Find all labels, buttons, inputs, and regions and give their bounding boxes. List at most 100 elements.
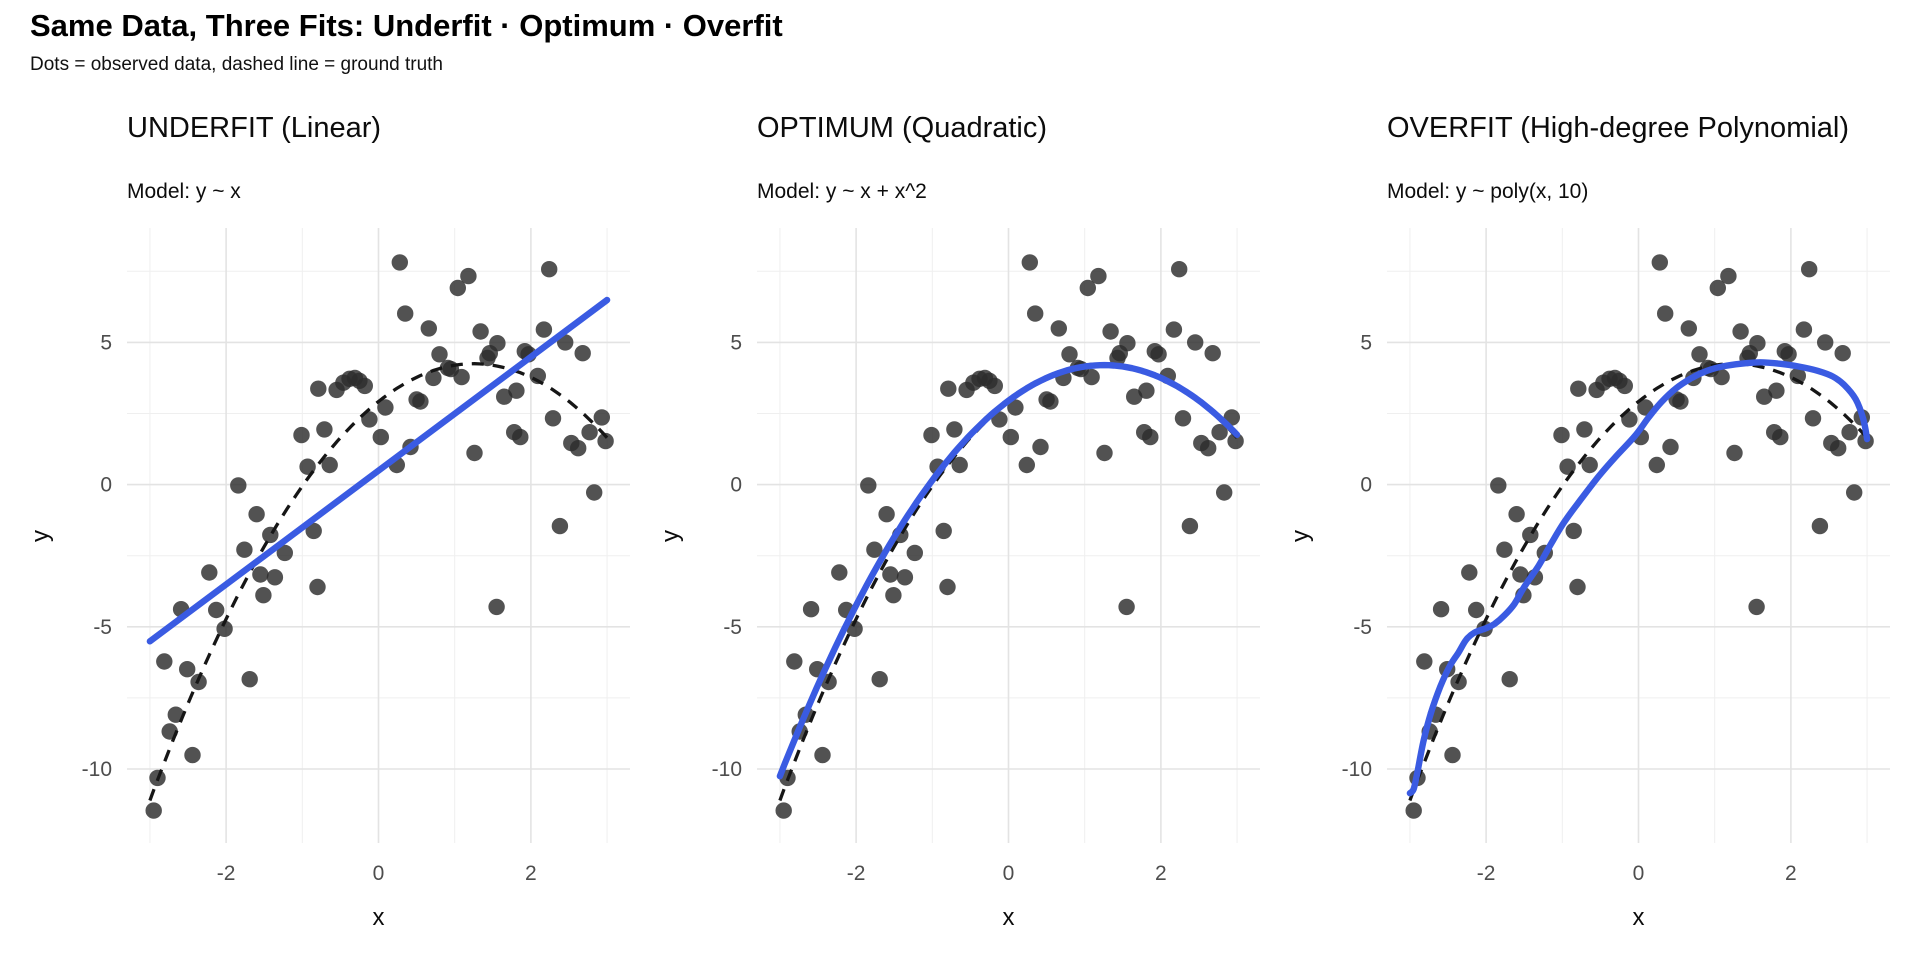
scatter-point — [1720, 267, 1737, 285]
scatter-point — [535, 321, 553, 338]
scatter-points — [1405, 254, 1874, 819]
scatter-point — [1811, 517, 1829, 535]
y-tick-label: 0 — [100, 474, 112, 497]
scatter-point — [216, 620, 233, 637]
scatter-point — [581, 424, 598, 441]
y-tick-label: 5 — [730, 331, 742, 354]
scatter-point — [878, 506, 895, 523]
scatter-point — [593, 409, 610, 426]
scatter-point — [449, 279, 466, 297]
scatter-point — [466, 444, 483, 462]
scatter-point — [1007, 399, 1024, 416]
scatter-point — [1657, 305, 1674, 322]
scatter-point — [1174, 410, 1192, 427]
scatter-point — [321, 456, 338, 474]
scatter-point — [167, 706, 184, 723]
figure-title: Same Data, Three Fits: Underfit · Optimu… — [30, 8, 783, 43]
y-tick-label: 0 — [730, 474, 742, 497]
y-tick-label: -5 — [723, 616, 742, 639]
scatter-point — [1748, 598, 1765, 616]
scatter-point — [1756, 388, 1773, 405]
x-tick-label: 2 — [1155, 862, 1167, 885]
scatter-point — [574, 345, 591, 362]
scatter-point — [1581, 456, 1598, 474]
scatter-point — [1042, 393, 1059, 410]
scatter-point — [1432, 601, 1450, 618]
scatter-point — [1512, 566, 1529, 583]
scatter-point — [1490, 477, 1507, 494]
panel-title: UNDERFIT (Linear) — [127, 112, 382, 144]
scatter-points — [145, 254, 614, 819]
scatter-point — [397, 305, 414, 322]
scatter-point — [425, 369, 442, 387]
scatter-point — [201, 564, 218, 581]
x-tick-label: 0 — [373, 862, 385, 885]
scatter-point — [786, 653, 803, 670]
fit-line — [1406, 359, 1871, 797]
scatter-point — [1726, 444, 1743, 462]
y-tick-label: -10 — [1342, 758, 1372, 781]
scatter-point — [831, 564, 848, 581]
grid-major — [1387, 228, 1890, 843]
x-tick-label: 0 — [1633, 862, 1645, 885]
scatter-point — [208, 601, 225, 619]
x-tick-label: -2 — [847, 862, 866, 885]
scatter-point — [1772, 428, 1789, 446]
scatter-point — [570, 440, 587, 457]
scatter-point — [1565, 522, 1582, 540]
scatter-point — [1501, 671, 1518, 688]
scatter-point — [1002, 428, 1019, 446]
scatter-point — [1109, 349, 1126, 367]
scatter-point — [1181, 517, 1199, 535]
x-axis-tick-labels: -2 0 2 — [847, 862, 1167, 885]
scatter-point — [1841, 424, 1858, 441]
scatter-point — [508, 382, 525, 399]
y-axis-tick-labels: 5 0 -5 -10 — [1342, 331, 1372, 781]
plot-optimum: 5 0 -5 -10 -2 0 2 x y — [657, 228, 1260, 931]
panel-optimum: OPTIMUM (Quadratic) Model: y ~ x + x^2 5… — [630, 0, 1260, 960]
scatter-point — [460, 267, 477, 285]
scatter-point — [420, 320, 437, 337]
scatter-point — [1227, 432, 1244, 450]
scatter-point — [923, 426, 940, 444]
y-tick-label: -5 — [1353, 616, 1372, 639]
scatter-point — [871, 671, 888, 688]
scatter-point — [1732, 323, 1749, 340]
scatter-point — [1468, 601, 1485, 619]
x-tick-label: 2 — [525, 862, 537, 885]
x-tick-label: -2 — [217, 862, 236, 885]
scatter-point — [310, 380, 327, 397]
scatter-point — [145, 802, 162, 819]
scatter-point — [184, 746, 201, 764]
scatter-point — [1405, 802, 1422, 819]
scatter-point — [316, 421, 333, 438]
panel-subtitle: Model: y ~ x — [127, 180, 241, 203]
scatter-point — [1569, 578, 1586, 596]
scatter-point — [276, 544, 293, 562]
panel-title: OVERFIT (High-degree Polynomial) — [1387, 112, 1850, 144]
scatter-point — [1444, 746, 1461, 764]
scatter-point — [1801, 261, 1818, 278]
scatter-point — [1834, 345, 1851, 362]
scatter-point — [1709, 279, 1726, 297]
scatter-point — [1621, 411, 1638, 428]
scatter-point — [1461, 564, 1478, 581]
scatter-point — [1846, 484, 1863, 501]
scatter-point — [1187, 334, 1204, 351]
scatter-point — [472, 323, 489, 340]
scatter-point — [1817, 334, 1834, 351]
scatter-point — [1138, 382, 1155, 399]
scatter-point — [372, 428, 389, 446]
scatter-point — [1032, 438, 1049, 456]
ground-truth-line — [148, 362, 609, 802]
scatter-point — [544, 410, 562, 427]
x-tick-label: -2 — [1477, 862, 1496, 885]
scatter-point — [860, 477, 877, 494]
scatter-point — [1027, 305, 1044, 322]
scatter-point — [1211, 424, 1228, 441]
scatter-point — [252, 566, 269, 583]
panel-underfit: UNDERFIT (Linear) Model: y ~ x 5 0 -5 -10 -2… — [0, 0, 630, 960]
scatter-point — [412, 393, 429, 410]
scatter-point — [1090, 267, 1107, 285]
